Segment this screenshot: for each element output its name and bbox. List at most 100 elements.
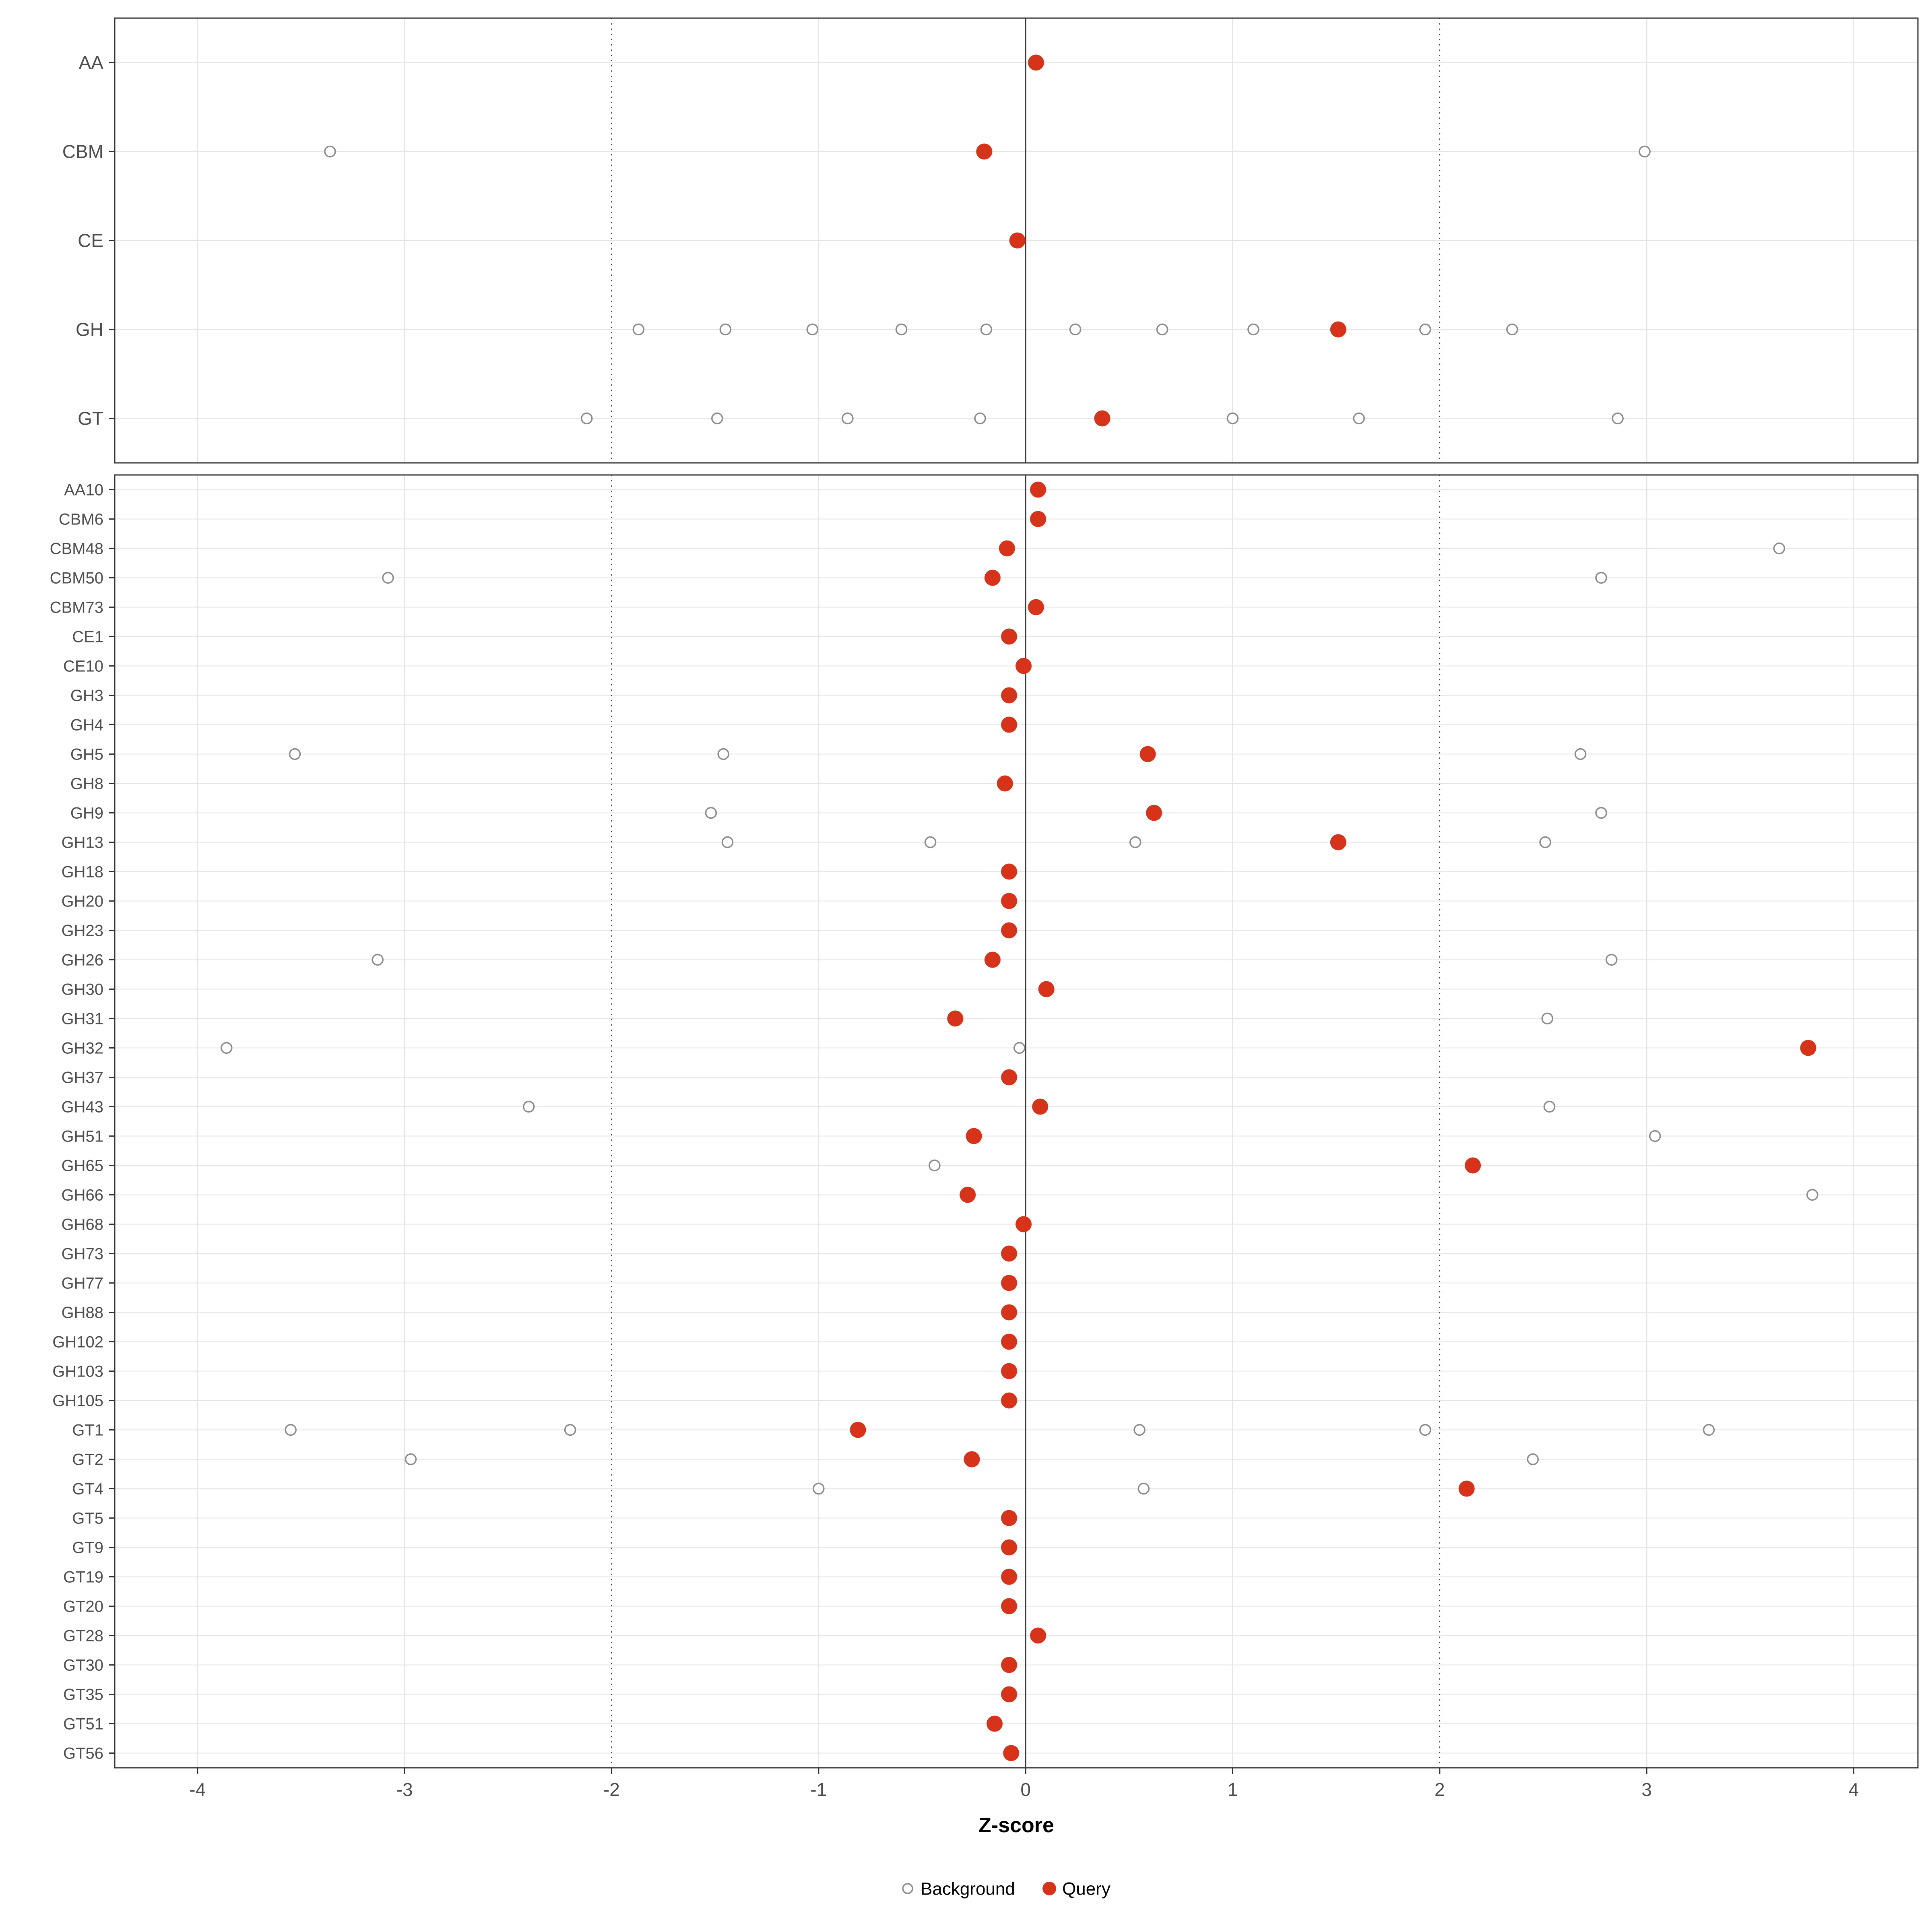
query-point (850, 1422, 866, 1438)
y-axis-label: GT51 (63, 1715, 103, 1733)
y-axis-label: GH51 (62, 1128, 104, 1146)
y-axis-label: GT56 (63, 1745, 103, 1763)
y-axis-label: GH43 (62, 1098, 104, 1116)
background-point (1649, 1130, 1661, 1142)
background-point (1419, 1424, 1431, 1436)
query-point (1038, 981, 1055, 997)
background-point (842, 412, 854, 425)
y-axis-label: GT35 (63, 1686, 103, 1704)
y-axis-label: GH88 (62, 1304, 104, 1322)
query-point (1001, 1363, 1017, 1379)
y-axis-label: GT19 (63, 1569, 103, 1586)
y-axis-label: GH103 (52, 1363, 103, 1381)
query-point (997, 775, 1013, 792)
background-point (1133, 1424, 1146, 1436)
background-point (1595, 572, 1607, 584)
y-axis-label: GT (78, 408, 103, 429)
query-point (1016, 658, 1032, 674)
background-point (580, 412, 593, 425)
query-point (1016, 1216, 1032, 1232)
query-point (1001, 1569, 1017, 1585)
y-axis-label: CBM6 (59, 511, 103, 528)
background-point (719, 323, 732, 336)
y-axis-label: GH105 (52, 1392, 103, 1410)
background-point (895, 323, 908, 336)
background-point (1506, 323, 1518, 336)
legend-background-marker (902, 1883, 913, 1894)
background-point (711, 412, 723, 425)
y-axis-label: GH102 (52, 1333, 103, 1351)
query-point (1001, 716, 1017, 733)
background-point (721, 836, 734, 848)
background-point (382, 572, 394, 584)
background-point (632, 323, 645, 336)
y-axis-label: GT30 (63, 1657, 103, 1674)
y-axis-label: GH20 (62, 893, 104, 910)
query-point (1030, 511, 1046, 527)
background-point (1612, 412, 1624, 425)
background-point (974, 412, 986, 425)
background-point (1013, 1042, 1026, 1054)
x-tick-label: 2 (1435, 1779, 1445, 1800)
y-axis-label: GT2 (72, 1451, 103, 1469)
background-point (1247, 323, 1259, 336)
y-axis-label: GH3 (70, 687, 103, 705)
background-point (324, 145, 336, 158)
background-point (924, 836, 937, 848)
y-axis-label: GH32 (62, 1040, 104, 1057)
y-axis-label: AA10 (64, 481, 103, 499)
query-point (960, 1187, 976, 1203)
background-point (1156, 323, 1168, 336)
y-axis-label: CE10 (63, 658, 103, 675)
background-point (405, 1453, 417, 1466)
query-point (1330, 834, 1346, 850)
query-point (1001, 1304, 1017, 1321)
y-axis-label: GH18 (62, 863, 104, 881)
background-point (1226, 412, 1239, 425)
background-point (705, 807, 717, 819)
legend-label: Query (1062, 1879, 1110, 1899)
background-point (1353, 412, 1365, 425)
y-axis-label: CBM48 (50, 540, 103, 558)
y-axis-label: CE (78, 230, 103, 251)
query-point (1001, 1333, 1017, 1350)
background-point (285, 1424, 297, 1436)
query-point (1800, 1040, 1816, 1056)
panel-border (114, 17, 1919, 464)
panel-background (115, 475, 1918, 1768)
y-axis-label: GH65 (62, 1157, 104, 1175)
x-tick-label: 3 (1641, 1779, 1652, 1800)
background-point (1541, 1012, 1554, 1025)
x-tick-label: -3 (396, 1779, 413, 1800)
y-axis-label: GT5 (72, 1510, 103, 1527)
legend-query-marker (1042, 1882, 1056, 1895)
background-point (1543, 1100, 1556, 1113)
query-point (1001, 1275, 1017, 1291)
query-point (999, 540, 1015, 557)
background-point (1129, 836, 1141, 848)
x-tick-label: -4 (189, 1779, 206, 1800)
x-tick-label: -1 (810, 1779, 827, 1800)
background-point (1703, 1424, 1715, 1436)
background-point (1419, 323, 1431, 336)
query-point (1146, 805, 1162, 821)
background-point (717, 748, 729, 760)
query-point (1030, 481, 1046, 498)
query-point (976, 143, 993, 160)
y-axis-label: GT4 (72, 1480, 103, 1498)
query-point (1001, 687, 1017, 704)
query-point (984, 570, 1001, 586)
x-tick-label: 1 (1228, 1779, 1238, 1800)
query-point (1001, 1657, 1017, 1673)
query-point (964, 1451, 980, 1468)
background-point (929, 1159, 941, 1172)
panel-border (114, 474, 1919, 1769)
y-axis-label: GH68 (62, 1216, 104, 1234)
background-point (522, 1100, 535, 1113)
background-point (980, 323, 993, 336)
query-point (1003, 1745, 1020, 1761)
y-axis-label: CBM50 (50, 570, 103, 587)
y-axis-label: GH5 (70, 746, 103, 764)
y-axis-label: GT9 (72, 1539, 103, 1557)
